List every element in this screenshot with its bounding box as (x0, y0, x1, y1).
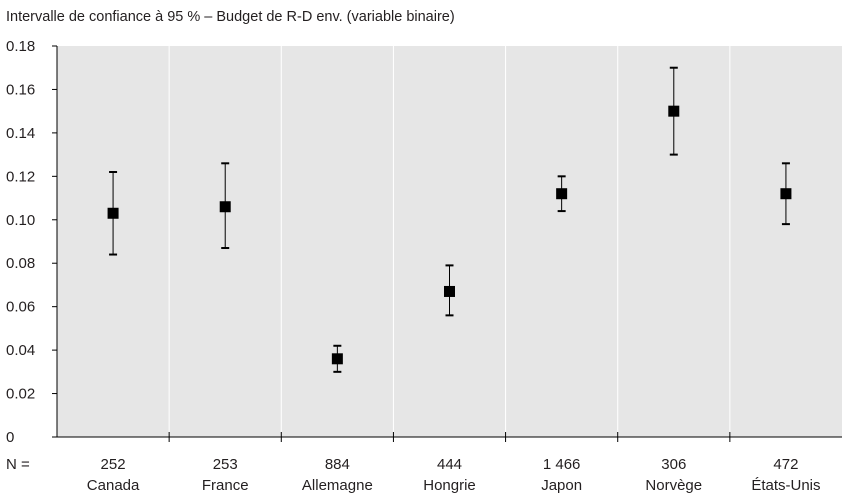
point-marker (107, 207, 119, 219)
category-label: France (202, 477, 249, 494)
point-marker (331, 353, 343, 365)
point-marker (219, 201, 231, 213)
n-value-label: 1 466 (543, 456, 581, 473)
y-tick-label: 0.12 (6, 168, 35, 185)
y-tick-label: 0.10 (6, 212, 35, 229)
y-tick-label: 0 (6, 429, 14, 446)
point-marker (444, 285, 455, 297)
point-marker (780, 188, 792, 200)
y-tick-label: 0.16 (6, 81, 35, 98)
point-marker (556, 188, 568, 200)
y-tick-label: 0.14 (6, 125, 35, 142)
n-value-label: 306 (661, 456, 686, 473)
point-marker (668, 105, 680, 117)
data-marks (107, 66, 792, 373)
n-value-label: 444 (437, 456, 462, 473)
category-label: Hongrie (423, 477, 476, 494)
y-axis: 0 0.02 0.04 0.06 0.08 0.10 0.12 0.14 0.16 0.18 (6, 38, 58, 446)
category-label: Norvège (645, 477, 702, 494)
plot-area (57, 46, 842, 437)
x-axis: N = 252 Canada 253 France 884 Allemagne 444 Hong… (6, 432, 842, 494)
n-value-label: 253 (213, 456, 238, 473)
n-value-label: 472 (773, 456, 798, 473)
y-tick-label: 0.18 (6, 38, 35, 55)
n-prefix-label: N = (6, 456, 30, 473)
category-label: États-Unis (751, 477, 820, 494)
gridlines (168, 46, 731, 437)
category-label: Japon (541, 477, 582, 494)
y-tick-label: 0.06 (6, 299, 35, 316)
y-tick-label: 0.04 (6, 342, 35, 359)
y-tick-label: 0.02 (6, 386, 35, 403)
chart-title: Intervalle de confiance à 95 % – Budget … (6, 9, 455, 25)
category-label: Canada (87, 477, 140, 494)
category-label: Allemagne (302, 477, 373, 494)
n-value-label: 884 (325, 456, 350, 473)
y-tick-label: 0.08 (6, 255, 35, 272)
n-value-label: 252 (101, 456, 126, 473)
